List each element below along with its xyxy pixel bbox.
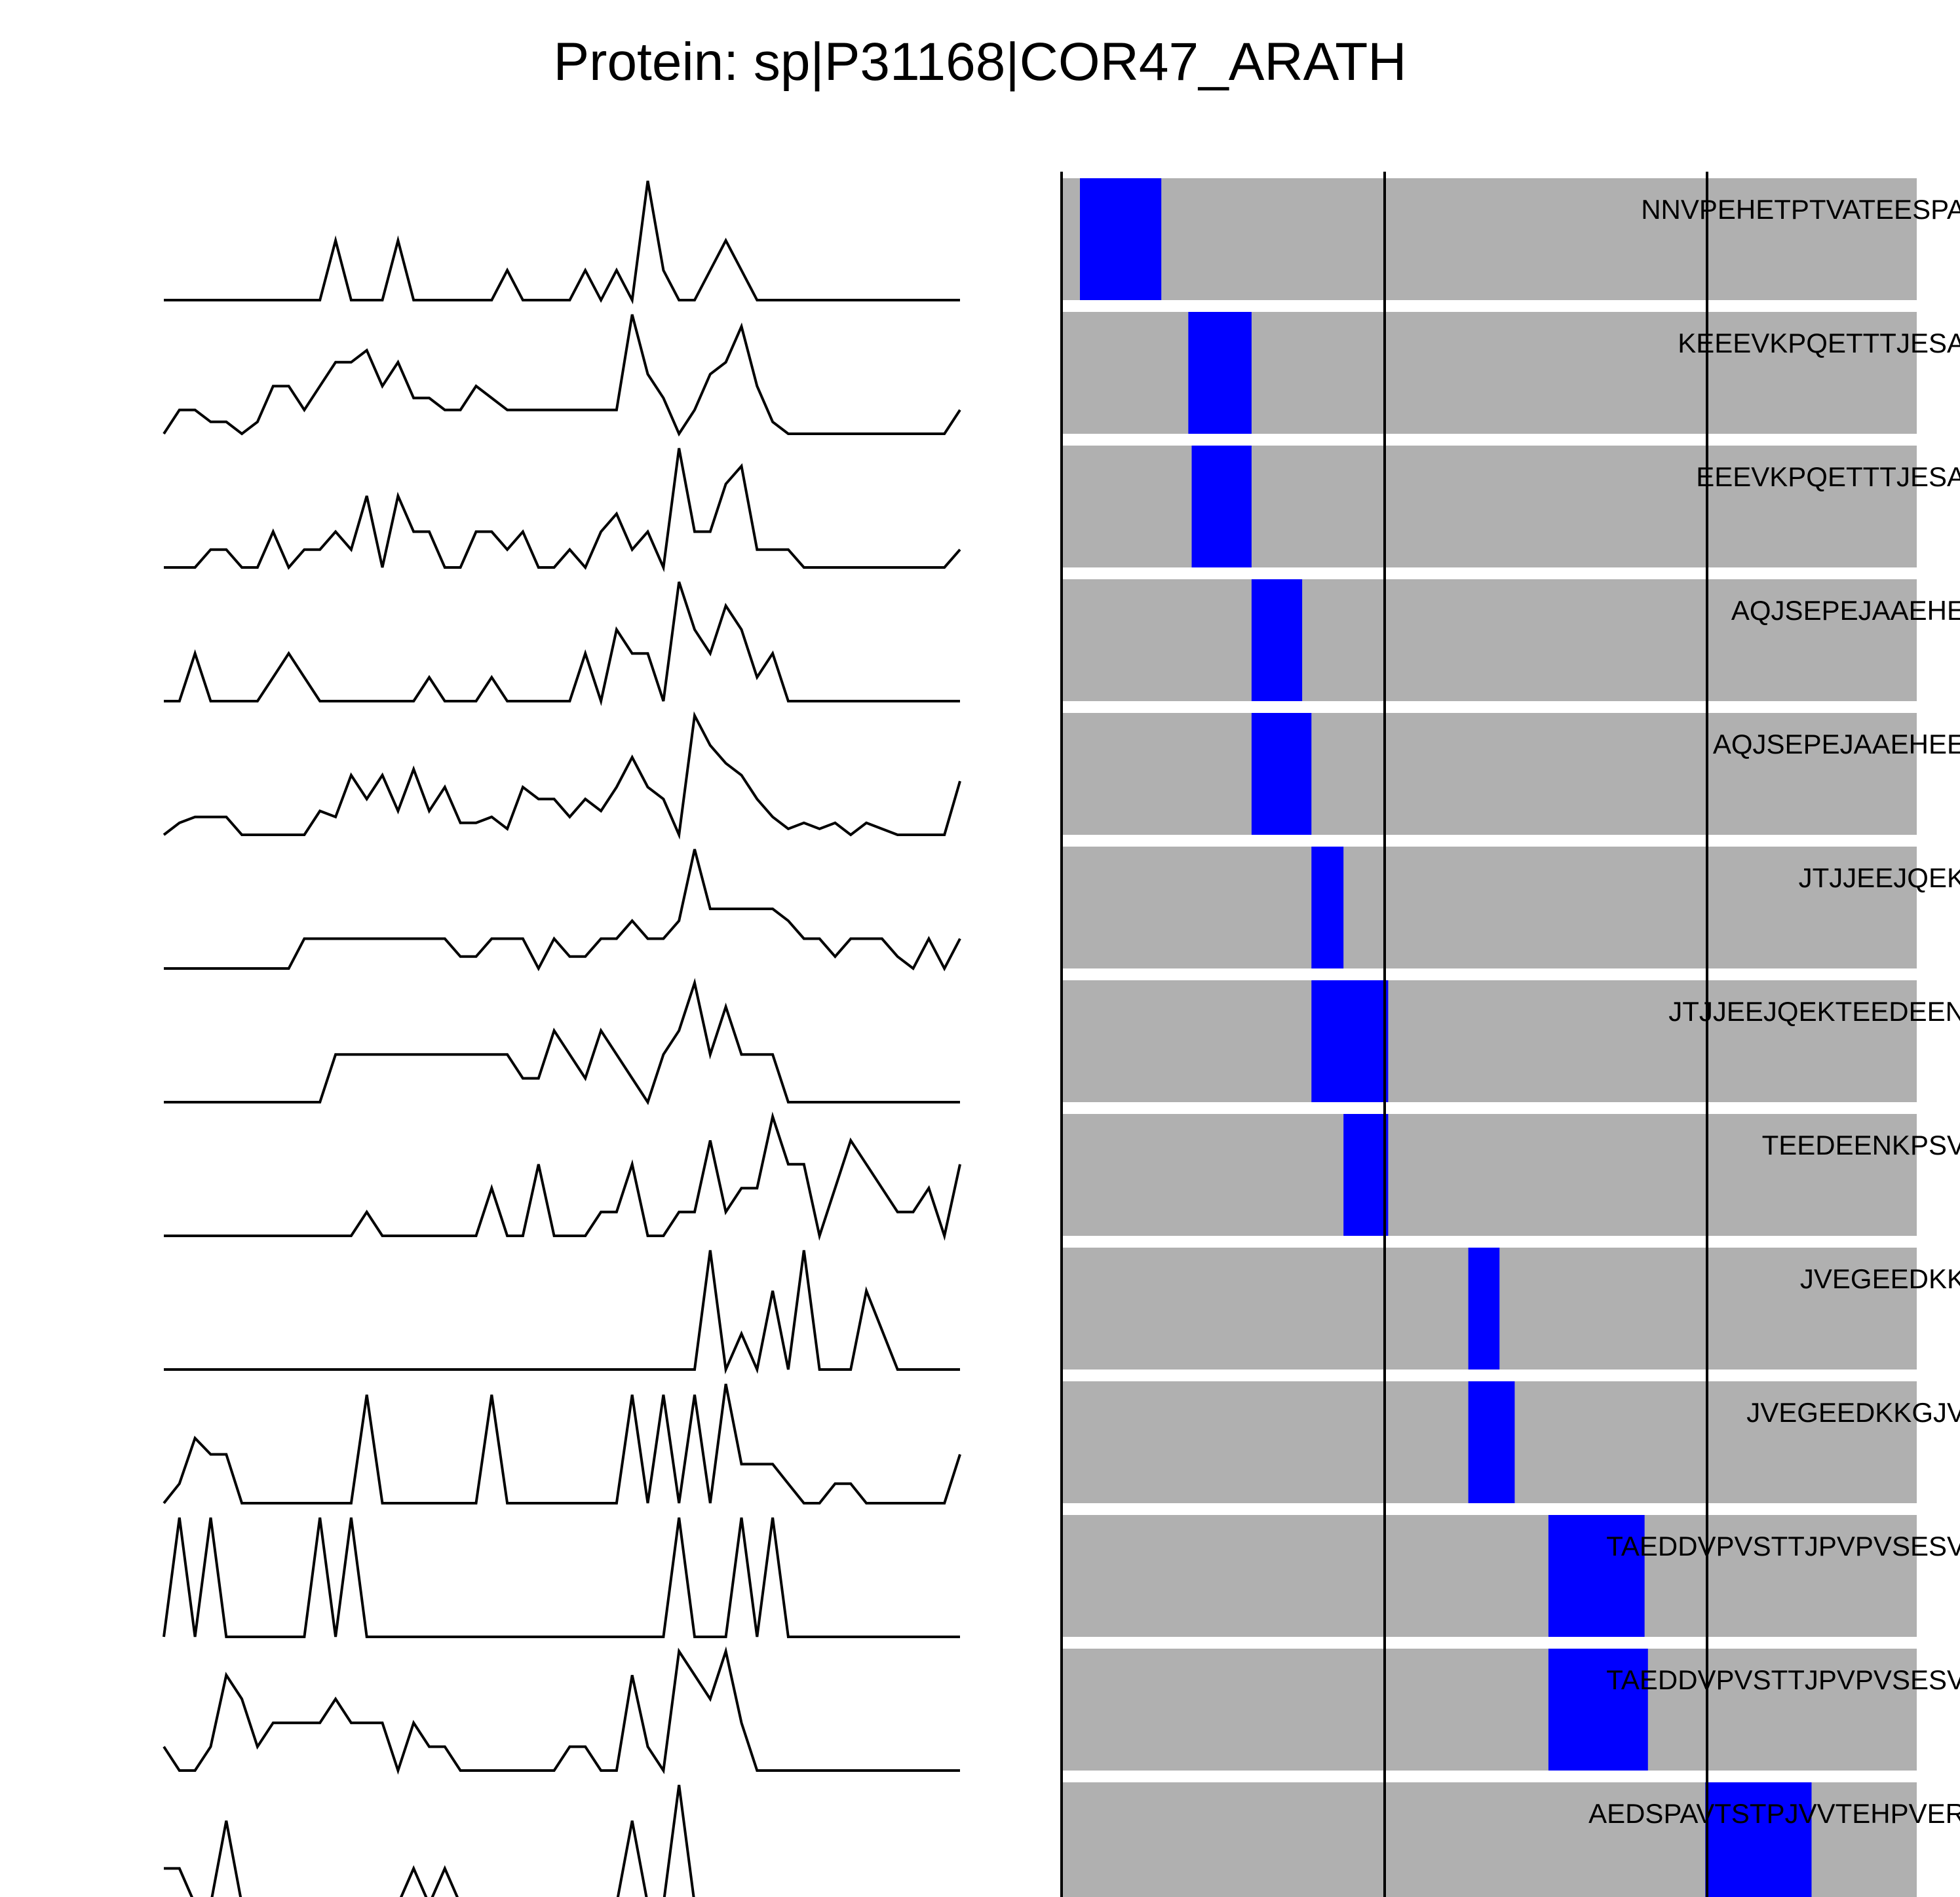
- peptide-highlights: [1080, 178, 1812, 1897]
- profile-line: [163, 1517, 960, 1638]
- peptide-label: AQJSEPEJAAEHE: [1731, 595, 1960, 626]
- profile-line: [164, 978, 960, 1105]
- peptide-highlight: [1468, 1381, 1515, 1503]
- track-background: [1062, 980, 1917, 1102]
- peptide-highlight: [1548, 1649, 1648, 1771]
- peptide-label: EEEVKPQETTTJESA: [1696, 461, 1960, 492]
- track-background: [1062, 1515, 1917, 1637]
- peptide-label: JTJJEEJQEKTEEDEEN: [1668, 996, 1960, 1027]
- peptide-label: TAEDDVPVSTTJPVPVSESV: [1606, 1531, 1960, 1562]
- peptide-labels: NNVPEHETPTVATEESPA KEEEVKPQETTTJESA EEEVKP…: [1588, 194, 1960, 1829]
- profile-line: [164, 180, 960, 305]
- peptide-label: JVEGEEDKKGJV: [1746, 1397, 1960, 1428]
- track-background: [1062, 1114, 1917, 1236]
- profile-lines: [163, 180, 961, 1897]
- peptide-highlight: [1188, 312, 1252, 434]
- peptide-label: AEDSPAVTSTPJVVTEHPVER: [1588, 1798, 1960, 1829]
- profile-line: [164, 448, 961, 573]
- peptide-label: TEEDEENKPSV: [1762, 1130, 1960, 1160]
- peptide-label: AQJSEPEJAAEHEE: [1713, 729, 1960, 759]
- track-backgrounds: [1062, 178, 1917, 1897]
- profile-line: [163, 711, 961, 840]
- profile-line: [164, 1784, 695, 1897]
- peptide-highlight: [1548, 1515, 1645, 1637]
- track-background: [1062, 1649, 1917, 1771]
- profile-line: [164, 581, 960, 706]
- peptide-label: KEEEVKPQETTTJESA: [1678, 328, 1960, 358]
- peptide-highlight: [1343, 1114, 1389, 1236]
- profile-line: [164, 1250, 960, 1375]
- peptide-label: NNVPEHETPTVATEESPA: [1641, 194, 1960, 225]
- peptide-highlight: [1251, 713, 1312, 835]
- peptide-label: TAEDDVPVSTTJPVPVSESV: [1606, 1664, 1960, 1695]
- profile-line: [164, 1111, 961, 1241]
- track-background: [1062, 713, 1917, 835]
- track-background: [1062, 178, 1917, 300]
- profile-line: [164, 849, 961, 972]
- peptide-label: JVEGEEDKK: [1800, 1263, 1960, 1294]
- profile-line: [163, 314, 961, 437]
- track-background: [1062, 847, 1917, 968]
- profile-line: [163, 1646, 960, 1775]
- peptide-highlight: [1191, 446, 1252, 567]
- peptide-highlight: [1705, 1782, 1812, 1897]
- profile-line: [163, 1383, 961, 1504]
- peptide-highlight: [1251, 579, 1303, 701]
- peptide-highlight: [1468, 1248, 1500, 1370]
- peptide-highlight: [1080, 178, 1162, 300]
- peptide-highlight: [1311, 847, 1344, 968]
- vertical-reference-lines: [1060, 172, 1708, 1897]
- chart-title: Protein: sp|P31168|COR47_ARATH: [553, 32, 1407, 92]
- track-background: [1062, 579, 1917, 701]
- peptide-highlight: [1311, 980, 1389, 1102]
- peptide-label: JTJJEEJQEK: [1799, 862, 1960, 893]
